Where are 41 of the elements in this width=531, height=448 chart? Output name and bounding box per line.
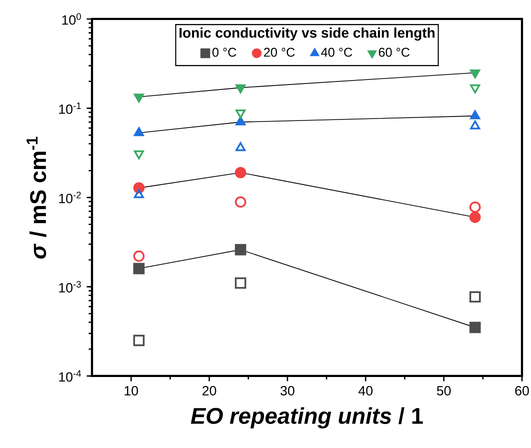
point: [134, 94, 144, 103]
y-axis-title: σ / mS cm$^{-1}$: [26, 136, 46, 259]
point: [469, 212, 481, 223]
y-tick-label: 10$^{-3}$: [59, 281, 81, 292]
legend-title: Ionic conductivity vs side chain length: [180, 27, 434, 41]
point: [470, 110, 480, 120]
point: [236, 142, 246, 152]
point: [134, 189, 144, 198]
x-tick-label: 30: [280, 386, 294, 396]
y-tick-label: 10$^{0}$: [62, 13, 81, 25]
legend-label: 0 °C: [212, 48, 236, 57]
y-tick-label: 10$^{-1}$: [59, 102, 81, 114]
point: [469, 322, 481, 334]
point: [469, 291, 481, 303]
x-axis-title: EO repeating units / 1: [190, 407, 423, 428]
point: [134, 127, 144, 136]
point: [134, 150, 144, 160]
point: [133, 262, 145, 274]
y-tick-label: 10$^{-4}$: [59, 370, 82, 382]
point: [236, 84, 246, 94]
y-tick-label: 10$^{-2}$: [59, 192, 81, 204]
x-tick-label: 10: [124, 386, 138, 396]
point: [133, 250, 145, 262]
point: [470, 69, 480, 78]
x-tick-label: 60: [515, 386, 529, 396]
x-tick-label: 50: [436, 386, 451, 396]
point: [236, 116, 246, 126]
point: [469, 201, 481, 213]
x-tick-label: 20: [202, 386, 216, 396]
point: [236, 109, 246, 118]
point: [470, 84, 480, 94]
legend-label: 20 °C: [264, 48, 295, 57]
point: [234, 277, 246, 289]
legend-label: 60 °C: [378, 48, 410, 57]
point: [234, 244, 246, 256]
x-tick-label: 40: [358, 386, 373, 396]
point: [133, 334, 145, 346]
legend-label: 40 °C: [321, 48, 352, 57]
point: [470, 120, 480, 130]
point: [234, 166, 246, 178]
point: [234, 196, 246, 208]
